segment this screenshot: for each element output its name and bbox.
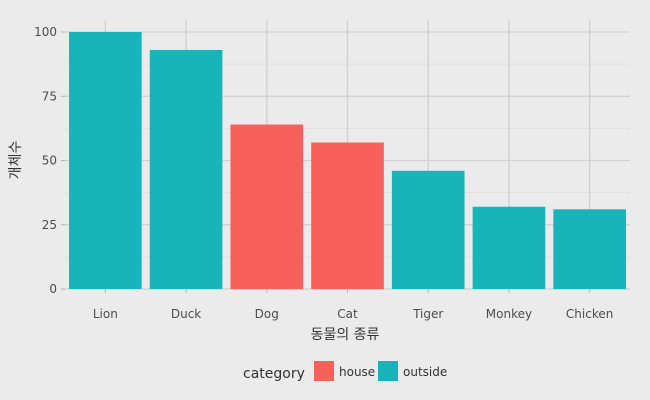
- y-tick-label: 100: [34, 25, 57, 39]
- bar-monkey: [472, 206, 546, 289]
- bar-tiger: [391, 170, 465, 289]
- x-tick-label: Chicken: [566, 307, 613, 321]
- x-tick-label: Monkey: [486, 307, 532, 321]
- x-tick-label: Lion: [93, 307, 118, 321]
- bar-cat: [311, 142, 384, 289]
- x-axis-title: 동물의 종류: [311, 327, 380, 343]
- legend-swatch-house: [314, 361, 334, 381]
- bar-layer: [69, 32, 626, 290]
- bar-chicken: [553, 209, 626, 289]
- legend: category house outside: [243, 361, 447, 382]
- x-axis: Lion Duck Dog Cat Tiger Monkey Chicken: [93, 289, 613, 321]
- bar-dog: [230, 124, 304, 290]
- y-tick-label: 0: [49, 282, 57, 296]
- y-axis-title: 개체수: [8, 141, 24, 180]
- legend-swatch-outside: [378, 361, 398, 381]
- x-tick-label: Cat: [337, 307, 358, 321]
- y-axis: 0 25 50 75 100: [34, 25, 65, 296]
- y-tick-label: 75: [42, 89, 57, 103]
- bar-duck: [149, 49, 223, 289]
- legend-title: category: [243, 366, 305, 382]
- legend-label-house: house: [339, 365, 375, 379]
- y-tick-label: 25: [42, 218, 57, 232]
- bar-lion: [69, 32, 142, 289]
- x-tick-label: Tiger: [412, 307, 443, 321]
- x-tick-label: Duck: [171, 307, 201, 321]
- x-tick-label: Dog: [255, 307, 279, 321]
- legend-label-outside: outside: [403, 365, 447, 379]
- y-tick-label: 50: [42, 154, 57, 168]
